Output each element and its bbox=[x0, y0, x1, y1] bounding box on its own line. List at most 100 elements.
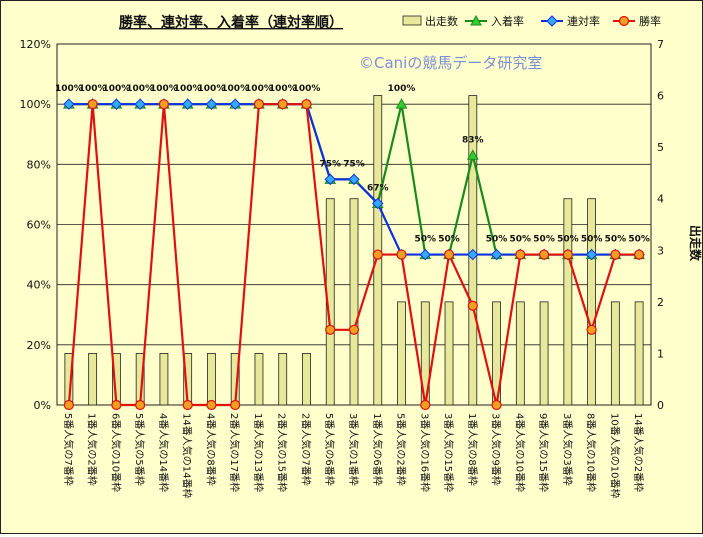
category-label-18: 1番人気の8番枠 bbox=[466, 413, 479, 486]
category-label-16: 3番人気の16番枠 bbox=[418, 413, 431, 492]
left-tick-label: 120% bbox=[20, 38, 51, 51]
marker-勝率-24 bbox=[610, 249, 621, 260]
category-label-10: 2番人気の15番枠 bbox=[276, 413, 289, 492]
marker-勝率-20 bbox=[515, 249, 526, 260]
data-label-24: 50% bbox=[605, 235, 627, 245]
marker-連対率-13 bbox=[348, 173, 360, 186]
bar-5 bbox=[159, 353, 169, 406]
data-label-18: 83% bbox=[462, 135, 484, 145]
legend-marker-入着率 bbox=[470, 14, 482, 26]
marker-勝率-9 bbox=[253, 99, 265, 110]
marker-連対率-8 bbox=[229, 98, 241, 110]
data-label-12: 75% bbox=[319, 159, 341, 169]
marker-勝率-3 bbox=[111, 399, 122, 411]
data-label-22: 50% bbox=[557, 235, 579, 245]
marker-勝率-13 bbox=[348, 324, 360, 335]
marker-勝率-12 bbox=[325, 324, 336, 335]
category-label-7: 4番人気の8番枠 bbox=[204, 413, 217, 486]
legend-marker-連対率 bbox=[546, 15, 558, 27]
category-label-8: 2番人気の17番枠 bbox=[228, 413, 241, 492]
right-axis-label: 出走数 bbox=[688, 225, 702, 262]
bar-11 bbox=[302, 353, 311, 406]
right-axis-ticks: 0 1 2 3 4 5 6 7 bbox=[657, 38, 664, 412]
data-label-20: 50% bbox=[510, 235, 532, 245]
category-label-5: 4番人気の14番枠 bbox=[157, 413, 170, 492]
data-label-16: 50% bbox=[415, 235, 437, 245]
marker-勝率-19 bbox=[491, 399, 502, 411]
category-label-2: 1番人気の2番枠 bbox=[86, 413, 99, 486]
marker-連対率-23 bbox=[585, 248, 598, 261]
data-label-8: 100% bbox=[221, 84, 249, 94]
legend-label-入着率: 入着率 bbox=[491, 14, 524, 28]
marker-連対率-19 bbox=[490, 248, 503, 261]
marker-連対率-3 bbox=[110, 98, 123, 110]
category-label-23: 8番人気の10番枠 bbox=[585, 413, 598, 492]
bar-10 bbox=[278, 353, 288, 406]
category-label-9: 1番人気の13番枠 bbox=[252, 413, 265, 492]
data-label-9: 100% bbox=[245, 84, 273, 94]
category-label-6: 14番人気の14番枠 bbox=[181, 413, 194, 498]
bar-24 bbox=[610, 301, 620, 406]
data-label-11: 100% bbox=[293, 84, 321, 94]
marker-連対率-6 bbox=[181, 98, 194, 110]
data-label-6: 100% bbox=[174, 84, 202, 94]
bar-15 bbox=[397, 301, 406, 406]
data-labels: 100%100%100%100%100%100%100%100%100%100%… bbox=[55, 84, 650, 244]
category-label-14: 1番人気の6番枠 bbox=[371, 413, 384, 486]
marker-勝率-4 bbox=[135, 399, 146, 411]
bar-25 bbox=[634, 301, 644, 406]
right-tick-label: 7 bbox=[657, 38, 664, 51]
category-label-1: 5番人気の7番枠 bbox=[62, 413, 75, 486]
right-tick-label: 4 bbox=[657, 193, 664, 206]
marker-連対率-1 bbox=[63, 98, 75, 110]
watermark: ©Caniの競馬データ研究室 bbox=[359, 54, 542, 72]
left-tick-label: 60% bbox=[27, 219, 51, 232]
legend-label-bar: 出走数 bbox=[425, 14, 458, 28]
marker-連対率-14 bbox=[372, 197, 384, 210]
right-tick-label: 3 bbox=[657, 244, 664, 257]
category-label-20: 4番人気の10番枠 bbox=[513, 413, 526, 492]
marker-勝率-2 bbox=[87, 99, 98, 110]
marker-勝率-16 bbox=[420, 399, 431, 411]
right-tick-label: 6 bbox=[657, 90, 664, 103]
marker-勝率-6 bbox=[182, 399, 193, 411]
data-label-10: 100% bbox=[269, 84, 297, 94]
marker-勝率-21 bbox=[538, 249, 550, 260]
data-label-23: 50% bbox=[581, 235, 603, 245]
bar-22 bbox=[563, 198, 573, 406]
marker-入着率-18 bbox=[466, 149, 479, 160]
category-label-17: 3番人気の15番枠 bbox=[442, 413, 455, 492]
legend-swatch-bar bbox=[402, 15, 422, 26]
chart-title: 勝率、連対率、入着率（連対率順） bbox=[119, 14, 343, 31]
legend-label-勝率: 勝率 bbox=[639, 14, 661, 28]
marker-勝率-17 bbox=[443, 249, 455, 260]
category-label-21: 9番人気の15番枠 bbox=[537, 413, 550, 492]
marker-勝率-7 bbox=[206, 399, 217, 411]
bar-7 bbox=[207, 353, 216, 406]
bar-2 bbox=[88, 353, 98, 406]
category-label-4: 5番人気の5番枠 bbox=[133, 413, 146, 486]
marker-勝率-14 bbox=[372, 249, 383, 260]
category-label-3: 6番人気の10番枠 bbox=[109, 413, 122, 492]
line-series bbox=[63, 98, 645, 411]
data-label-5: 100% bbox=[150, 84, 178, 94]
right-tick-label: 0 bbox=[657, 399, 664, 412]
category-label-12: 5番人気の6番枠 bbox=[323, 413, 336, 486]
bar-13 bbox=[349, 198, 359, 406]
left-tick-label: 80% bbox=[27, 158, 51, 171]
category-labels: 5番人気の7番枠 1番人気の2番枠 6番人気の10番枠 5番人気の5番枠 4番人気の14… bbox=[62, 413, 645, 498]
legend: 出走数 入着率 連対率 勝率 bbox=[402, 14, 661, 28]
data-label-14: 67% bbox=[367, 183, 389, 193]
legend-marker-勝率 bbox=[618, 15, 630, 27]
legend-label-連対率: 連対率 bbox=[567, 14, 600, 28]
bar-21 bbox=[539, 301, 549, 406]
marker-勝率-22 bbox=[562, 249, 573, 260]
data-label-19: 50% bbox=[486, 235, 508, 245]
category-label-13: 3番人気の1番枠 bbox=[347, 413, 360, 486]
data-label-2: 100% bbox=[79, 84, 107, 94]
left-axis-ticks: 0% 20% 40% 60% 80% 100% 120% bbox=[20, 38, 51, 412]
marker-勝率-1 bbox=[63, 399, 74, 411]
marker-勝率-5 bbox=[158, 99, 170, 110]
